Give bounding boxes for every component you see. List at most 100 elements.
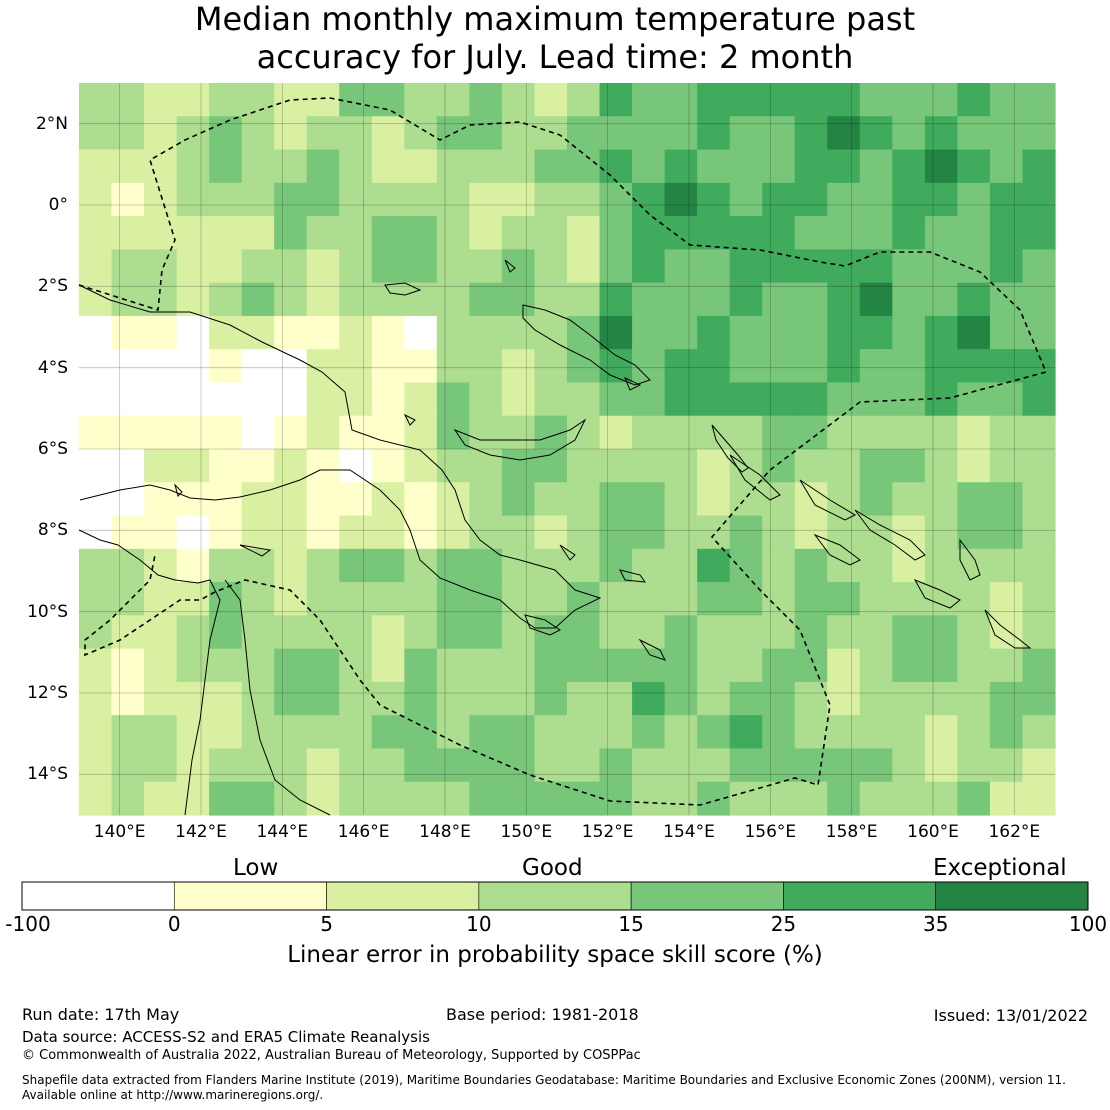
skill-cell bbox=[339, 216, 373, 250]
skill-cell bbox=[762, 216, 796, 250]
skill-cell bbox=[209, 282, 243, 317]
skill-cell bbox=[534, 748, 568, 783]
skill-cell bbox=[209, 715, 243, 750]
skill-cell bbox=[111, 449, 145, 483]
skill-cell bbox=[924, 216, 958, 250]
skill-cell bbox=[339, 83, 373, 117]
skill-cell bbox=[436, 748, 470, 783]
skill-cell bbox=[697, 182, 731, 217]
skill-cell bbox=[567, 216, 601, 250]
skill-cell bbox=[794, 449, 828, 483]
longitude-label: 140°E bbox=[93, 822, 146, 842]
skill-cell bbox=[404, 249, 438, 284]
skill-cell bbox=[957, 781, 991, 816]
skill-cell bbox=[241, 349, 275, 384]
skill-cell bbox=[664, 216, 698, 250]
skill-cell bbox=[469, 116, 503, 151]
skill-cell bbox=[274, 282, 308, 317]
skill-cell bbox=[632, 282, 666, 317]
skill-cell bbox=[924, 449, 958, 483]
skill-cell bbox=[762, 482, 796, 517]
skill-cell bbox=[599, 582, 633, 616]
skill-cell bbox=[924, 681, 958, 716]
skill-cell bbox=[924, 282, 958, 317]
skill-cell bbox=[306, 315, 340, 350]
skill-cell bbox=[306, 449, 340, 483]
skill-cell bbox=[241, 681, 275, 716]
skill-cell bbox=[534, 382, 568, 417]
skill-cell bbox=[534, 515, 568, 550]
skill-cell bbox=[371, 83, 405, 117]
skill-cell bbox=[371, 515, 405, 550]
skill-cell bbox=[794, 116, 828, 151]
skill-cell bbox=[436, 116, 470, 151]
skill-cell bbox=[111, 282, 145, 317]
skill-cell bbox=[534, 781, 568, 816]
skill-cell bbox=[924, 83, 958, 117]
skill-cell bbox=[241, 182, 275, 217]
skill-cell bbox=[209, 515, 243, 550]
skill-cell bbox=[632, 515, 666, 550]
skill-cell bbox=[859, 249, 893, 284]
shapefile-credit-line1: Shapefile data extracted from Flanders M… bbox=[22, 1073, 1066, 1087]
skill-cell bbox=[534, 482, 568, 517]
skill-cell bbox=[989, 715, 1024, 750]
skill-cell bbox=[469, 482, 503, 517]
skill-cell bbox=[469, 748, 503, 783]
skill-cell bbox=[306, 515, 340, 550]
skill-cell bbox=[501, 515, 536, 550]
skill-cell bbox=[176, 182, 210, 217]
skill-cell bbox=[827, 681, 861, 716]
skill-cell bbox=[989, 382, 1024, 417]
skill-cell bbox=[794, 648, 828, 683]
skill-cell bbox=[989, 249, 1024, 284]
skill-cell bbox=[501, 349, 536, 384]
skill-cell bbox=[79, 449, 113, 483]
skill-cell bbox=[371, 748, 405, 783]
skill-cell bbox=[241, 315, 275, 350]
skill-cell bbox=[534, 216, 568, 250]
skill-cell bbox=[957, 349, 991, 384]
skill-cell bbox=[339, 382, 373, 417]
skill-cell bbox=[339, 182, 373, 217]
skill-cell bbox=[534, 249, 568, 284]
skill-cell bbox=[599, 615, 633, 650]
skill-cell bbox=[632, 548, 666, 583]
skill-cell bbox=[859, 548, 893, 583]
skill-cell bbox=[371, 781, 405, 816]
skill-cell bbox=[144, 449, 178, 483]
skill-cell bbox=[827, 315, 861, 350]
skill-cell bbox=[144, 415, 178, 450]
longitude-label: 154°E bbox=[663, 822, 715, 842]
skill-cell bbox=[111, 548, 145, 583]
skill-cell bbox=[501, 415, 536, 450]
skill-cell bbox=[501, 149, 536, 184]
skill-cell bbox=[762, 349, 796, 384]
skill-cell bbox=[306, 415, 340, 450]
skill-cell bbox=[827, 282, 861, 317]
skill-cell bbox=[534, 282, 568, 317]
skill-cell bbox=[436, 315, 470, 350]
skill-cell bbox=[274, 449, 308, 483]
skill-cell bbox=[79, 116, 113, 151]
skill-cell bbox=[501, 582, 536, 616]
skill-cell bbox=[697, 615, 731, 650]
skill-cell bbox=[827, 349, 861, 384]
skill-cell bbox=[794, 149, 828, 184]
skill-cell bbox=[306, 781, 340, 816]
skill-cell bbox=[404, 748, 438, 783]
skill-cell bbox=[209, 648, 243, 683]
skill-cell bbox=[436, 382, 470, 417]
skill-cell bbox=[697, 349, 731, 384]
skill-cell bbox=[989, 781, 1024, 816]
skill-cell bbox=[664, 315, 698, 350]
skill-cell bbox=[404, 216, 438, 250]
skill-cell bbox=[79, 282, 113, 317]
legend-exceptional-label: Exceptional bbox=[933, 855, 1067, 881]
skill-cell bbox=[339, 149, 373, 184]
skill-cell bbox=[306, 182, 340, 217]
skill-cell bbox=[762, 515, 796, 550]
skill-cell bbox=[794, 615, 828, 650]
skill-cell bbox=[599, 182, 633, 217]
